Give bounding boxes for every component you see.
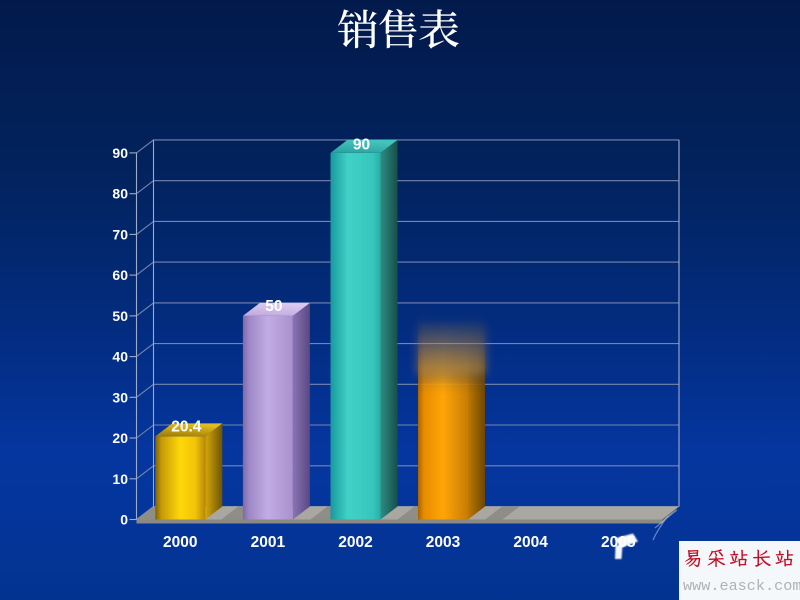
svg-text:20: 20 xyxy=(112,430,128,446)
svg-text:10: 10 xyxy=(112,471,128,487)
svg-text:www.easck.com: www.easck.com xyxy=(683,577,800,595)
svg-text:30: 30 xyxy=(112,389,128,405)
svg-text:90: 90 xyxy=(112,145,128,161)
svg-text:50: 50 xyxy=(265,298,282,315)
svg-text:20.4: 20.4 xyxy=(171,418,202,435)
svg-text:2002: 2002 xyxy=(338,534,372,551)
svg-text:80: 80 xyxy=(112,186,128,202)
svg-text:70: 70 xyxy=(112,226,128,242)
svg-text:0: 0 xyxy=(120,512,128,528)
svg-text:40: 40 xyxy=(112,349,128,365)
svg-text:50: 50 xyxy=(112,308,128,324)
svg-text:2003: 2003 xyxy=(426,534,461,551)
svg-text:60: 60 xyxy=(112,267,128,283)
svg-text:90: 90 xyxy=(353,136,370,153)
svg-text:2004: 2004 xyxy=(513,534,548,551)
svg-text:2001: 2001 xyxy=(251,534,286,551)
svg-text:2000: 2000 xyxy=(163,534,197,551)
